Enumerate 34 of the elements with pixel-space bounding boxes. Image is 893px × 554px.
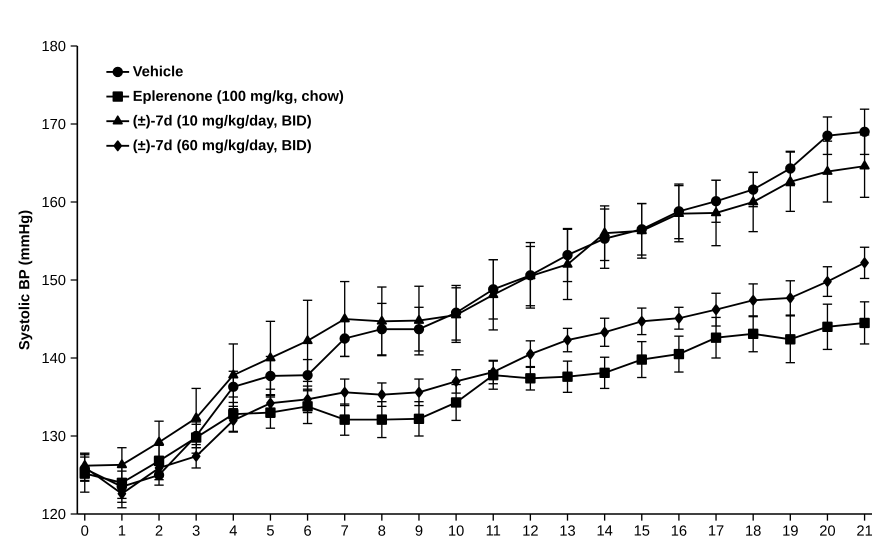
x-tick-label: 9 (416, 525, 422, 536)
legend-label: (±)-7d (60 mg/kg/day, BID) (133, 140, 311, 154)
x-tick-label: 14 (598, 525, 612, 536)
x-tick-label: 8 (378, 525, 386, 536)
x-tick-label: 1 (118, 525, 126, 536)
x-tick-label: 12 (523, 525, 538, 536)
x-tick-label: 13 (560, 525, 576, 536)
x-tick-label: 7 (341, 525, 348, 536)
legend-label: Vehicle (132, 66, 183, 76)
y-tick-label: 180 (42, 40, 66, 52)
x-tick-label: 4 (230, 525, 237, 536)
y-tick-label: 130 (42, 430, 66, 442)
x-tick-label: 11 (486, 525, 500, 536)
y-tick-label: 140 (42, 352, 66, 364)
y-axis-title: Systolic BP (mmHg) (18, 210, 32, 350)
x-tick-label: 16 (672, 525, 686, 536)
y-tick-label: 170 (42, 118, 66, 130)
legend-label: (±)-7d (10 mg/kg/day, BID) (133, 114, 311, 129)
y-tick-label: 160 (42, 196, 66, 208)
legend-label: Eplerenone (100 mg/kg, chow) (134, 90, 344, 104)
x-tick-label: 0 (81, 525, 88, 536)
x-tick-label: 21 (857, 525, 872, 536)
y-tick-label: 150 (42, 274, 66, 286)
x-tick-label: 6 (304, 525, 311, 536)
x-tick-label: 3 (192, 525, 200, 536)
x-tick-label: 20 (820, 525, 836, 536)
x-tick-label: 5 (266, 525, 274, 536)
y-tick-label: 120 (42, 508, 66, 520)
x-tick-label: 10 (449, 525, 464, 536)
x-tick-label: 15 (634, 525, 650, 536)
x-tick-label: 19 (783, 525, 798, 536)
x-tick-label: 18 (746, 525, 761, 536)
x-tick-label: 2 (156, 525, 162, 536)
x-tick-label: 17 (708, 525, 724, 536)
